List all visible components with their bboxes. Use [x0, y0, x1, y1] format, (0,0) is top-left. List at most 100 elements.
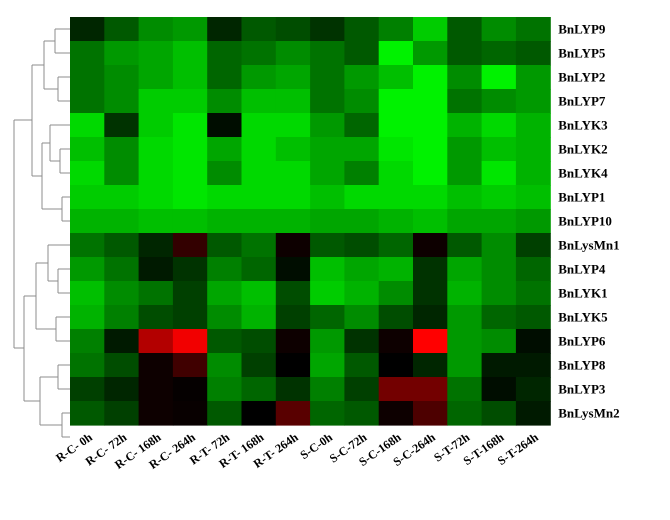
heatmap-cell — [275, 65, 311, 90]
heatmap-cell — [447, 209, 483, 234]
heatmap-cell — [310, 377, 345, 402]
heatmap-cell — [138, 281, 174, 306]
heatmap-cell — [241, 65, 277, 90]
heatmap-cell — [515, 257, 551, 282]
heatmap-cell — [481, 89, 517, 114]
heatmap-cell — [241, 233, 277, 258]
heatmap-cell — [378, 89, 414, 114]
heatmap-cell — [104, 161, 140, 186]
heatmap-cell — [413, 185, 448, 210]
heatmap-cell — [207, 401, 243, 426]
heatmap-cell — [344, 209, 380, 234]
heatmap-cell — [378, 41, 414, 66]
heatmap-cell — [172, 161, 208, 186]
heatmap-cell — [481, 401, 517, 426]
heatmap-cell — [138, 17, 174, 42]
heatmap-cell — [275, 281, 311, 306]
heatmap-cell — [310, 185, 345, 210]
heatmap-cell — [275, 233, 311, 258]
heatmap-cell — [207, 209, 243, 234]
heatmap-cell — [104, 257, 140, 282]
row-label: BnLYP4 — [558, 262, 606, 277]
heatmap-cell — [515, 281, 551, 306]
heatmap-cell — [172, 257, 208, 282]
heatmap-cell — [275, 353, 311, 378]
heatmap-cell — [275, 257, 311, 282]
heatmap-cell — [138, 41, 174, 66]
heatmap-cell — [104, 17, 140, 42]
heatmap-cell — [104, 401, 140, 426]
heatmap-cell — [515, 17, 551, 42]
heatmap-cell — [378, 137, 414, 162]
heatmap-cell — [515, 401, 551, 426]
heatmap-cell — [207, 233, 243, 258]
heatmap-cell — [310, 209, 345, 234]
heatmap-cell — [413, 89, 448, 114]
heatmap-cell — [241, 329, 277, 354]
heatmap-cell — [515, 305, 551, 330]
heatmap-cell — [344, 185, 380, 210]
heatmap-cell — [310, 401, 345, 426]
heatmap-cell — [310, 113, 345, 138]
heatmap-cell — [378, 305, 414, 330]
heatmap-cell — [413, 41, 448, 66]
row-label: BnLYP2 — [558, 70, 605, 85]
row-label: BnLYP5 — [558, 46, 606, 61]
heatmap-cell — [207, 353, 243, 378]
heatmap-cell — [447, 89, 483, 114]
heatmap-cell — [138, 329, 174, 354]
heatmap-cell — [275, 377, 311, 402]
heatmap-cell — [413, 65, 448, 90]
heatmap-cell — [172, 65, 208, 90]
heatmap-cell — [104, 89, 140, 114]
heatmap-cell — [104, 305, 140, 330]
heatmap-cell — [310, 257, 345, 282]
heatmap-cell — [447, 113, 483, 138]
heatmap-cell — [275, 17, 311, 42]
heatmap-cell — [104, 113, 140, 138]
heatmap-cell — [275, 113, 311, 138]
heatmap-cell — [378, 161, 414, 186]
heatmap-cell — [447, 233, 483, 258]
heatmap-cell — [413, 281, 448, 306]
heatmap-cell — [172, 281, 208, 306]
heatmap-cell — [275, 185, 311, 210]
heatmap-cell — [70, 233, 105, 258]
heatmap-cell — [344, 353, 380, 378]
heatmap-cell — [344, 17, 380, 42]
heatmap-cell — [481, 329, 517, 354]
heatmap-cell — [344, 401, 380, 426]
heatmap-cell — [344, 305, 380, 330]
heatmap-cell — [344, 257, 380, 282]
heatmap-cell — [344, 233, 380, 258]
heatmap-cell — [172, 401, 208, 426]
heatmap-cell — [70, 185, 105, 210]
heatmap-cell — [241, 353, 277, 378]
heatmap-cell — [481, 17, 517, 42]
heatmap-cell — [138, 353, 174, 378]
heatmap-cell — [138, 65, 174, 90]
heatmap-cell — [138, 137, 174, 162]
row-label: BnLYK1 — [558, 286, 607, 301]
heatmap-cell — [207, 305, 243, 330]
heatmap-cell — [70, 401, 105, 426]
heatmap-cell — [344, 41, 380, 66]
row-label: BnLYK5 — [558, 310, 608, 325]
heatmap-cell — [481, 65, 517, 90]
heatmap-cell — [481, 137, 517, 162]
heatmap-cell — [207, 65, 243, 90]
heatmap-cell — [413, 257, 448, 282]
heatmap-cell — [207, 113, 243, 138]
heatmap-cell — [413, 305, 448, 330]
heatmap-cell — [413, 137, 448, 162]
heatmap-cell — [70, 89, 105, 114]
heatmap-cell — [515, 209, 551, 234]
heatmap-cell — [481, 377, 517, 402]
heatmap-cell — [447, 401, 483, 426]
heatmap-cell — [207, 281, 243, 306]
heatmap-cell — [241, 41, 277, 66]
row-label: BnLysMn2 — [558, 406, 619, 421]
heatmap-cell — [70, 305, 105, 330]
